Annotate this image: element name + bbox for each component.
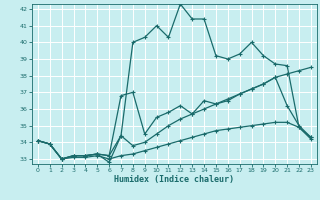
X-axis label: Humidex (Indice chaleur): Humidex (Indice chaleur) bbox=[115, 175, 234, 184]
